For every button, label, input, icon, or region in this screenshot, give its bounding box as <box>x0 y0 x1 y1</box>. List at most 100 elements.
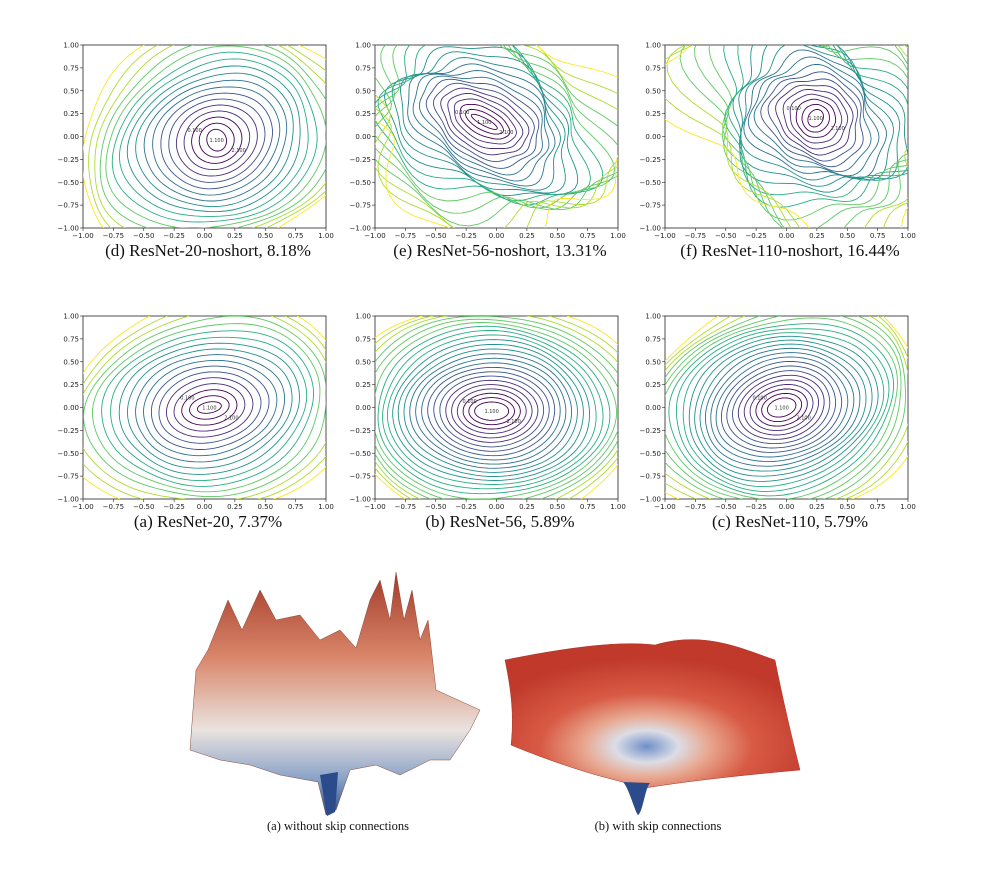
x-tick-label: −0.75 <box>685 232 706 240</box>
contour-line <box>694 45 908 228</box>
y-tick-label: −0.75 <box>350 202 371 210</box>
contour-line <box>101 330 315 487</box>
y-tick-label: 1.00 <box>63 42 79 50</box>
y-tick-label: 0.25 <box>355 381 371 389</box>
contour-level-label: 0.100 <box>462 399 476 405</box>
contour-line <box>753 63 872 173</box>
contour-line <box>425 78 540 169</box>
x-tick-label: −0.25 <box>163 232 184 240</box>
contour-line <box>760 71 864 168</box>
y-tick-label: 0.00 <box>355 404 371 412</box>
y-tick-label: −0.50 <box>58 179 79 187</box>
contour-panel-e: −1.00 −1.00 −0.75 −0.75 −0.50 −0.50 −0.25 −0.25… <box>350 35 650 285</box>
contour-line <box>382 329 604 490</box>
smooth-valley <box>623 782 650 815</box>
y-tick-label: 0.75 <box>355 64 371 72</box>
contour-line <box>152 86 281 196</box>
x-tick-label: 1.00 <box>900 503 916 511</box>
y-tick-label: 1.00 <box>645 42 661 50</box>
plot-frame <box>664 315 909 500</box>
contour-line <box>83 316 326 499</box>
contour-line <box>126 65 301 213</box>
contour-line <box>782 89 849 150</box>
y-tick-label: 0.00 <box>63 133 79 141</box>
y-tick-label: 1.00 <box>355 42 371 50</box>
y-tick-label: −0.50 <box>640 179 661 187</box>
contour-line <box>439 375 545 448</box>
contour-level-label: 1.100 <box>774 406 788 412</box>
contour-plot-e: −1.00−1.00 −0.75 −0.75 −0.50 −0.50 −0.25 −0.25… <box>350 42 626 241</box>
x-tick-label: −0.75 <box>395 232 416 240</box>
x-tick-label: 0.75 <box>288 503 304 511</box>
contour-line <box>665 317 898 499</box>
contour-line <box>801 103 830 133</box>
x-tick-label: −0.75 <box>685 503 706 511</box>
contour-level-label: 2.100 <box>796 416 810 422</box>
contour-line <box>732 370 831 445</box>
x-tick-label: 0.50 <box>257 503 273 511</box>
contour-line <box>150 365 270 450</box>
contour-line <box>166 377 254 438</box>
contour-line <box>135 72 294 208</box>
contour-line <box>375 318 618 499</box>
rugged-valley <box>320 772 338 816</box>
contour-line <box>160 92 273 190</box>
contour-level-label: 2.100 <box>499 130 513 136</box>
x-tick-label: −1.00 <box>72 503 93 511</box>
x-tick-label: 0.00 <box>779 503 795 511</box>
contour-line <box>710 352 855 463</box>
x-tick-label: −0.25 <box>745 503 766 511</box>
contour-line <box>173 383 246 432</box>
y-tick-label: −0.25 <box>350 156 371 164</box>
loss-surface-no-skip <box>189 571 481 816</box>
x-tick-label: −1.00 <box>364 503 385 511</box>
contour-line <box>727 45 908 198</box>
x-tick-label: −0.50 <box>133 503 154 511</box>
contour-line <box>665 316 908 499</box>
y-tick-label: −0.75 <box>58 202 79 210</box>
y-tick-label: −0.50 <box>350 450 371 458</box>
surface-caption-skip: (b) with skip connections <box>594 819 722 833</box>
contour-panel-d: −1.00 −1.00 −0.75 −0.75 −0.50 −0.50 −0.25 −0.25… <box>58 35 358 285</box>
contour-line <box>375 45 618 228</box>
x-tick-label: 1.00 <box>318 232 334 240</box>
y-tick-label: 0.75 <box>63 64 79 72</box>
contour-line <box>445 379 539 443</box>
y-tick-label: −1.00 <box>350 496 371 504</box>
y-tick-label: 0.25 <box>645 110 661 118</box>
panel-caption-c: (c) ResNet-110, 5.79% <box>711 512 869 531</box>
y-tick-label: −0.25 <box>58 427 79 435</box>
y-tick-label: 0.75 <box>355 335 371 343</box>
contour-line <box>175 104 258 177</box>
contour-line <box>665 316 902 499</box>
y-tick-label: 0.75 <box>63 335 79 343</box>
contour-line <box>375 316 618 499</box>
contour-line <box>743 49 887 180</box>
contour-line <box>375 45 618 228</box>
contour-line <box>110 336 308 482</box>
x-tick-label: 0.50 <box>839 503 855 511</box>
x-tick-label: −0.25 <box>455 503 476 511</box>
x-tick-label: −0.50 <box>715 503 736 511</box>
x-tick-label: −0.75 <box>395 503 416 511</box>
x-tick-label: 0.50 <box>257 232 273 240</box>
x-tick-label: 0.25 <box>519 503 535 511</box>
contour-line <box>665 45 908 228</box>
y-tick-label: 1.00 <box>63 313 79 321</box>
x-tick-label: 0.25 <box>809 503 825 511</box>
contour-level-label: 1.100 <box>202 406 216 412</box>
contour-line <box>755 388 808 427</box>
contour-line <box>789 93 843 144</box>
y-tick-label: −0.75 <box>640 473 661 481</box>
panel-caption-a: (a) ResNet-20, 7.37% <box>133 512 283 531</box>
y-tick-label: −0.25 <box>640 156 661 164</box>
contour-line <box>397 343 584 477</box>
contour-line <box>459 103 511 140</box>
contour-line <box>415 357 567 465</box>
contour-plot-a: −1.00−1.00 −0.75 −0.75 −0.50 −0.50 −0.25 −0.25… <box>58 313 334 512</box>
panel-caption-b: (b) ResNet-56, 5.89% <box>425 512 575 531</box>
panel-caption-d: (d) ResNet-20-noshort, 8.18% <box>105 241 311 260</box>
contour-line <box>377 325 611 495</box>
y-tick-label: 0.75 <box>645 64 661 72</box>
contour-line <box>708 45 908 221</box>
